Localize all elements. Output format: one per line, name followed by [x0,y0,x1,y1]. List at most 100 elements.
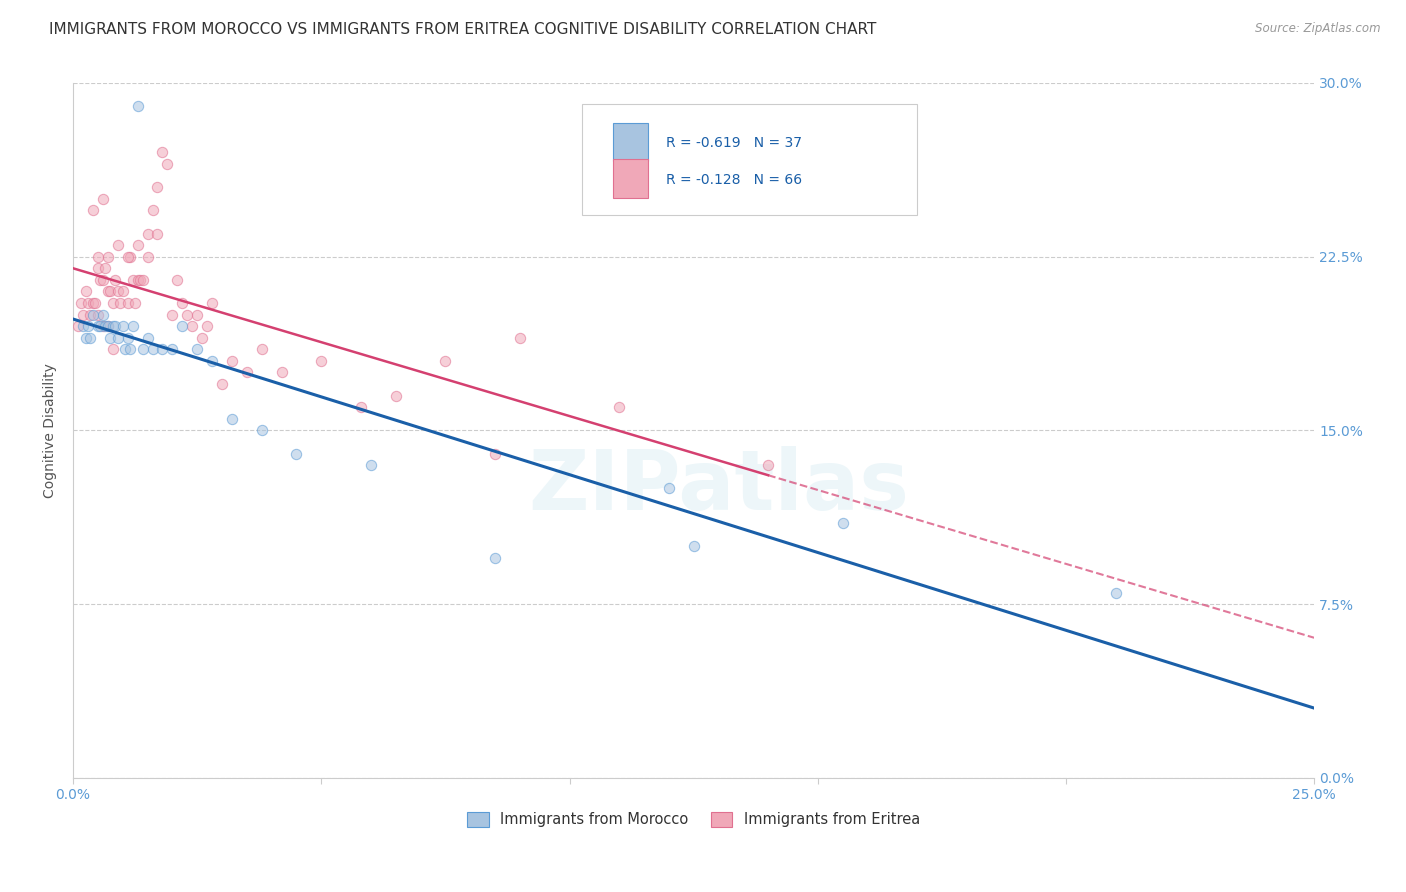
Point [117,250,139,264]
Point [110,296,132,310]
Point [117,296,139,310]
Text: IMMIGRANTS FROM MOROCCO VS IMMIGRANTS FROM ERITREA COGNITIVE DISABILITY CORRELAT: IMMIGRANTS FROM MOROCCO VS IMMIGRANTS FR… [49,22,876,37]
Point [136,331,159,345]
Point [82,296,104,310]
Point [117,331,139,345]
Point [250,424,273,438]
Point [136,250,159,264]
Point [87,319,110,334]
Point [104,319,127,334]
Point [152,145,174,160]
Point [682,539,704,553]
Point [162,343,184,357]
Point [509,331,531,345]
Point [131,273,153,287]
Point [84,296,107,310]
Point [101,319,124,334]
Point [114,343,136,357]
Point [201,354,224,368]
Point [756,458,779,472]
Point [97,319,120,334]
Point [250,343,273,357]
Point [211,377,233,392]
Point [87,261,110,276]
Point [658,481,681,495]
Point [94,319,117,334]
Point [98,285,121,299]
Point [127,99,149,113]
Point [831,516,853,530]
Point [107,238,129,252]
Point [111,319,134,334]
Text: R = -0.128   N = 66: R = -0.128 N = 66 [666,173,803,187]
Point [360,458,382,472]
Point [77,296,100,310]
Point [91,273,114,287]
Point [141,203,163,218]
Point [121,319,143,334]
Point [176,308,198,322]
Point [72,308,94,322]
Point [195,319,218,334]
Point [107,331,129,345]
Point [120,250,142,264]
Point [87,308,110,322]
Y-axis label: Cognitive Disability: Cognitive Disability [44,363,58,498]
Point [311,354,333,368]
Point [121,273,143,287]
Point [91,319,114,334]
Point [79,308,101,322]
FancyBboxPatch shape [582,103,917,215]
Point [91,308,114,322]
Point [101,343,124,357]
Point [89,273,111,287]
Point [1104,585,1126,599]
Point [484,446,506,460]
Point [127,273,149,287]
Point [89,319,111,334]
Point [97,319,120,334]
Point [111,285,134,299]
Point [152,343,174,357]
Text: Source: ZipAtlas.com: Source: ZipAtlas.com [1256,22,1381,36]
Point [221,412,243,426]
Point [97,250,120,264]
Point [120,343,142,357]
Point [191,331,214,345]
Point [77,319,100,334]
Point [172,296,194,310]
Point [156,157,179,171]
Point [82,203,104,218]
Point [141,343,163,357]
FancyBboxPatch shape [613,160,648,198]
Point [107,285,129,299]
Point [236,366,259,380]
Point [434,354,457,368]
Point [104,273,127,287]
Point [136,227,159,241]
Point [82,308,104,322]
Point [94,261,117,276]
Point [270,366,292,380]
Point [484,550,506,565]
Point [186,343,208,357]
Point [201,296,224,310]
Point [127,238,149,252]
Point [350,401,373,415]
Point [87,250,110,264]
Point [67,319,90,334]
Point [181,319,204,334]
Point [124,296,146,310]
Point [91,192,114,206]
Point [162,308,184,322]
Point [172,319,194,334]
Point [79,331,101,345]
Text: ZIPatlas: ZIPatlas [527,445,908,526]
Point [131,343,153,357]
Point [146,180,169,194]
Point [69,296,91,310]
Point [101,296,124,310]
Point [221,354,243,368]
Text: R = -0.619   N = 37: R = -0.619 N = 37 [666,136,803,151]
Point [384,389,406,403]
